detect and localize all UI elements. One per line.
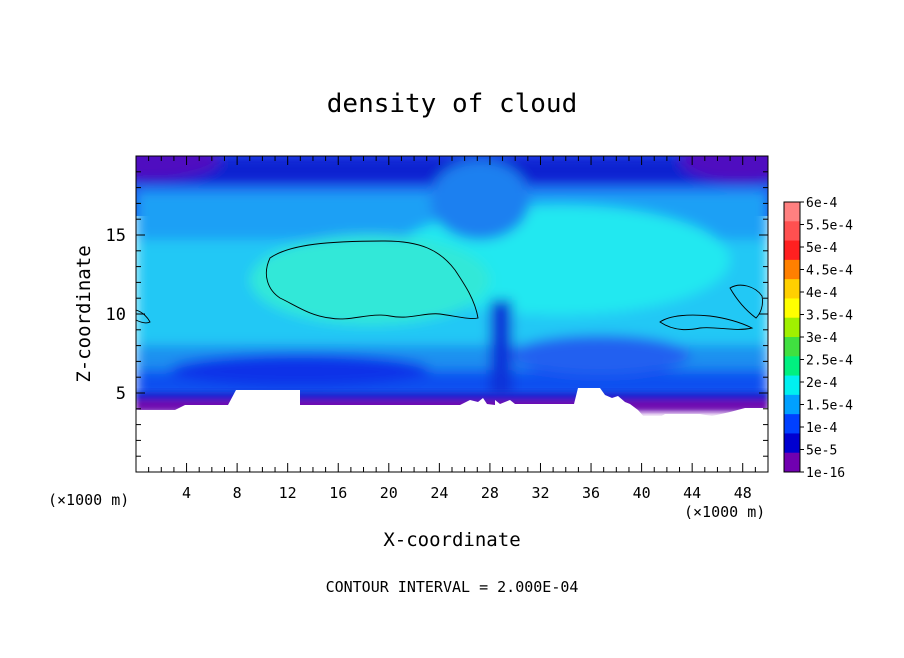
x-axis-ticks: 4 8 12 16 20 24 28 32 36 40 44 48 bbox=[148, 156, 756, 502]
colorbar-swatch bbox=[784, 202, 800, 222]
x-unit-label-right: (×1000 m) bbox=[684, 503, 765, 521]
colorbar-label: 2.5e-4 bbox=[806, 354, 853, 369]
x-tick-label: 28 bbox=[481, 484, 499, 502]
colorbar-label: 5.5e-4 bbox=[806, 219, 853, 234]
colorbar: 6e-4 5.5e-4 5e-4 4.5e-4 4e-4 3.5e-4 3e-4 2.5e-4… bbox=[783, 196, 853, 481]
colorbar-swatch bbox=[784, 240, 800, 261]
heatmap-field bbox=[136, 156, 768, 412]
colorbar-label: 1e-16 bbox=[806, 466, 845, 481]
colorbar-swatch bbox=[784, 433, 800, 454]
colorbar-label: 4.5e-4 bbox=[806, 264, 853, 279]
colorbar-label: 5e-5 bbox=[806, 444, 837, 459]
x-tick-label: 20 bbox=[380, 484, 398, 502]
contour-right-2 bbox=[729, 284, 763, 319]
colorbar-swatch bbox=[784, 414, 800, 434]
colorbar-label: 3e-4 bbox=[806, 331, 837, 346]
x-axis-label: X-coordinate bbox=[383, 529, 520, 551]
colorbar-swatch bbox=[784, 279, 800, 299]
x-tick-label: 40 bbox=[633, 484, 651, 502]
y-tick-label: 15 bbox=[106, 226, 126, 246]
y-axis-ticks: 5 10 15 bbox=[106, 171, 768, 457]
colorbar-swatch bbox=[784, 452, 800, 473]
x-tick-label: 44 bbox=[683, 484, 701, 502]
colorbar-label: 4e-4 bbox=[806, 286, 837, 301]
x-tick-label: 12 bbox=[279, 484, 297, 502]
contour-cloud-core bbox=[266, 240, 479, 320]
colorbar-swatch bbox=[784, 317, 800, 338]
contour-lines bbox=[136, 240, 763, 331]
colorbar-swatch bbox=[784, 221, 800, 242]
x-tick-label: 24 bbox=[430, 484, 448, 502]
colorbar-label: 5e-4 bbox=[806, 241, 837, 256]
y-axis-label: Z-coordinate bbox=[73, 245, 95, 382]
colorbar-label: 6e-4 bbox=[806, 196, 837, 211]
contour-left-edge bbox=[136, 309, 151, 324]
colorbar-label: 3.5e-4 bbox=[806, 309, 853, 324]
colorbar-label: 1.5e-4 bbox=[806, 399, 853, 414]
x-tick-label: 4 bbox=[182, 484, 191, 502]
colorbar-swatch bbox=[784, 259, 800, 280]
colorbar-label: 2e-4 bbox=[806, 376, 837, 391]
x-tick-label: 48 bbox=[734, 484, 752, 502]
chart-title: density of cloud bbox=[327, 89, 577, 119]
contour-interval-note: CONTOUR INTERVAL = 2.000E-04 bbox=[326, 578, 579, 596]
colorbar-swatch bbox=[784, 356, 800, 377]
colorbar-swatch bbox=[784, 394, 800, 415]
x-tick-label: 32 bbox=[531, 484, 549, 502]
colorbar-swatch bbox=[784, 375, 800, 396]
x-unit-label-left: (×1000 m) bbox=[48, 491, 129, 509]
y-tick-label: 10 bbox=[106, 305, 126, 325]
terrain-mask bbox=[136, 388, 768, 472]
colorbar-label: 1e-4 bbox=[806, 421, 837, 436]
x-tick-label: 16 bbox=[329, 484, 347, 502]
x-tick-label: 8 bbox=[233, 484, 242, 502]
contour-right-1 bbox=[659, 314, 754, 331]
terrain-specks bbox=[343, 402, 607, 409]
colorbar-swatch bbox=[784, 298, 800, 319]
x-tick-label: 36 bbox=[582, 484, 600, 502]
colorbar-swatch bbox=[784, 337, 800, 357]
y-tick-label: 5 bbox=[116, 384, 126, 404]
